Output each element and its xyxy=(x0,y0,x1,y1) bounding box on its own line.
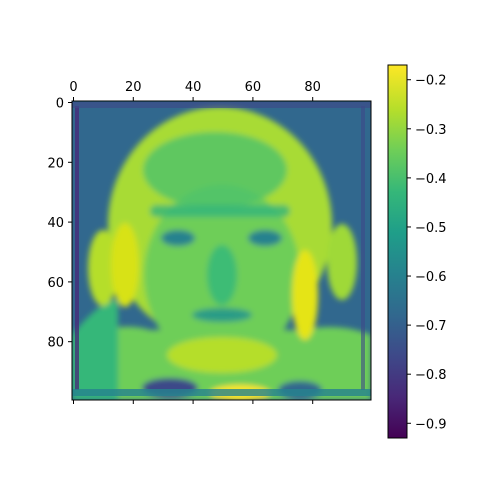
x-top-tick-label: 0 xyxy=(69,80,77,95)
x-top-tick-label: 20 xyxy=(125,80,142,95)
x-axis-top: 0 20 40 60 80 xyxy=(69,80,321,101)
y-tick-label: 60 xyxy=(47,276,64,291)
heatmap-right-ear xyxy=(327,224,357,300)
colorbar-tick-label: −0.8 xyxy=(415,368,447,383)
heatmap-left-ear xyxy=(88,230,118,306)
x-top-tick-label: 80 xyxy=(304,80,321,95)
y-tick-label: 0 xyxy=(56,96,64,111)
colorbar-tick-label: −0.9 xyxy=(415,417,447,432)
colorbar-tick-label: −0.7 xyxy=(415,319,447,334)
colorbar-tick-label: −0.6 xyxy=(415,270,447,285)
heatmap-edge-left xyxy=(75,106,79,390)
colorbar-tick-label: −0.3 xyxy=(415,123,447,138)
colorbar-ticks: −0.2 −0.3 −0.4 −0.5 −0.6 −0.7 −0.8 −0.9 xyxy=(407,74,447,432)
heatmap-right-cheek xyxy=(292,250,318,340)
heatmap-brow-line xyxy=(150,205,290,217)
heatmap-nose xyxy=(207,245,237,305)
x-top-tick-label: 60 xyxy=(245,80,262,95)
heatmap-left-cheek xyxy=(111,223,139,307)
colorbar-tick-label: −0.2 xyxy=(415,74,447,89)
plot-frame xyxy=(71,100,372,401)
colorbar-tick-label: −0.5 xyxy=(415,221,447,236)
heatmap-edge-top xyxy=(72,102,371,108)
x-axis-bottom-ticks xyxy=(72,400,314,404)
heatmap-right-eye xyxy=(248,230,282,246)
y-tick-label: 80 xyxy=(47,336,64,351)
heatmap-forehead-highlight xyxy=(143,132,287,208)
heatmap-left-eye xyxy=(161,230,195,246)
heatmap-mouth xyxy=(192,308,252,322)
y-tick-label: 40 xyxy=(47,216,64,231)
x-top-tick-label: 40 xyxy=(185,80,202,95)
heatmap-edge-bottom xyxy=(72,389,371,396)
heatmap-image xyxy=(72,101,371,400)
colorbar-tick-label: −0.4 xyxy=(415,172,447,187)
heatmap-chin-highlight xyxy=(167,337,277,373)
y-axis: 0 20 40 60 80 xyxy=(47,96,72,351)
colorbar xyxy=(387,64,408,439)
heatmap-edge-right xyxy=(361,106,365,390)
y-tick-label: 20 xyxy=(47,156,64,171)
heatmap-left-side-band xyxy=(72,300,118,400)
